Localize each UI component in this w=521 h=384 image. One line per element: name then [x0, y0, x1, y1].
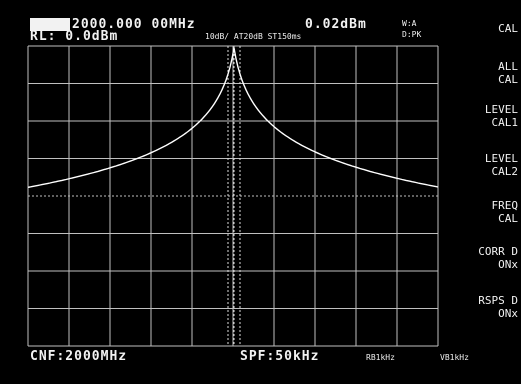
graticule — [27, 45, 439, 347]
center-frequency: CNF:2000MHz — [30, 349, 128, 364]
spectrum-trace — [27, 47, 439, 188]
ref-level: RL: 0.0dBm — [30, 29, 119, 44]
softkey-level-cal2[interactable]: LEVEL CAL2 — [484, 152, 518, 178]
center-freq-readout: 2000.000 00MHz — [72, 17, 196, 32]
detector-mode: D:PK — [402, 30, 422, 39]
marker-cursor-box — [30, 18, 70, 31]
vbw-setting: VB1kHz — [440, 353, 469, 362]
softkey-rsps-d[interactable]: RSPS D ONx — [478, 294, 518, 320]
softkey-all-cal[interactable]: ALL CAL — [498, 60, 518, 86]
marker-level: 0.02dBm — [305, 17, 367, 32]
analyzer-settings: 10dB/ AT20dB ST150ms — [205, 32, 302, 41]
softkey-level-cal1[interactable]: LEVEL CAL1 — [484, 103, 518, 129]
softkey-corr-d[interactable]: CORR D ONx — [478, 245, 518, 271]
rbw-setting: RB1kHz — [366, 353, 395, 362]
softkey-freq-cal[interactable]: FREQ CAL — [491, 199, 519, 225]
trace-mode: W:A — [402, 19, 417, 28]
span-setting: SPF:50kHz — [240, 349, 320, 364]
center-marker-lines — [227, 46, 241, 346]
softkey-cal[interactable]: CAL — [498, 22, 518, 35]
